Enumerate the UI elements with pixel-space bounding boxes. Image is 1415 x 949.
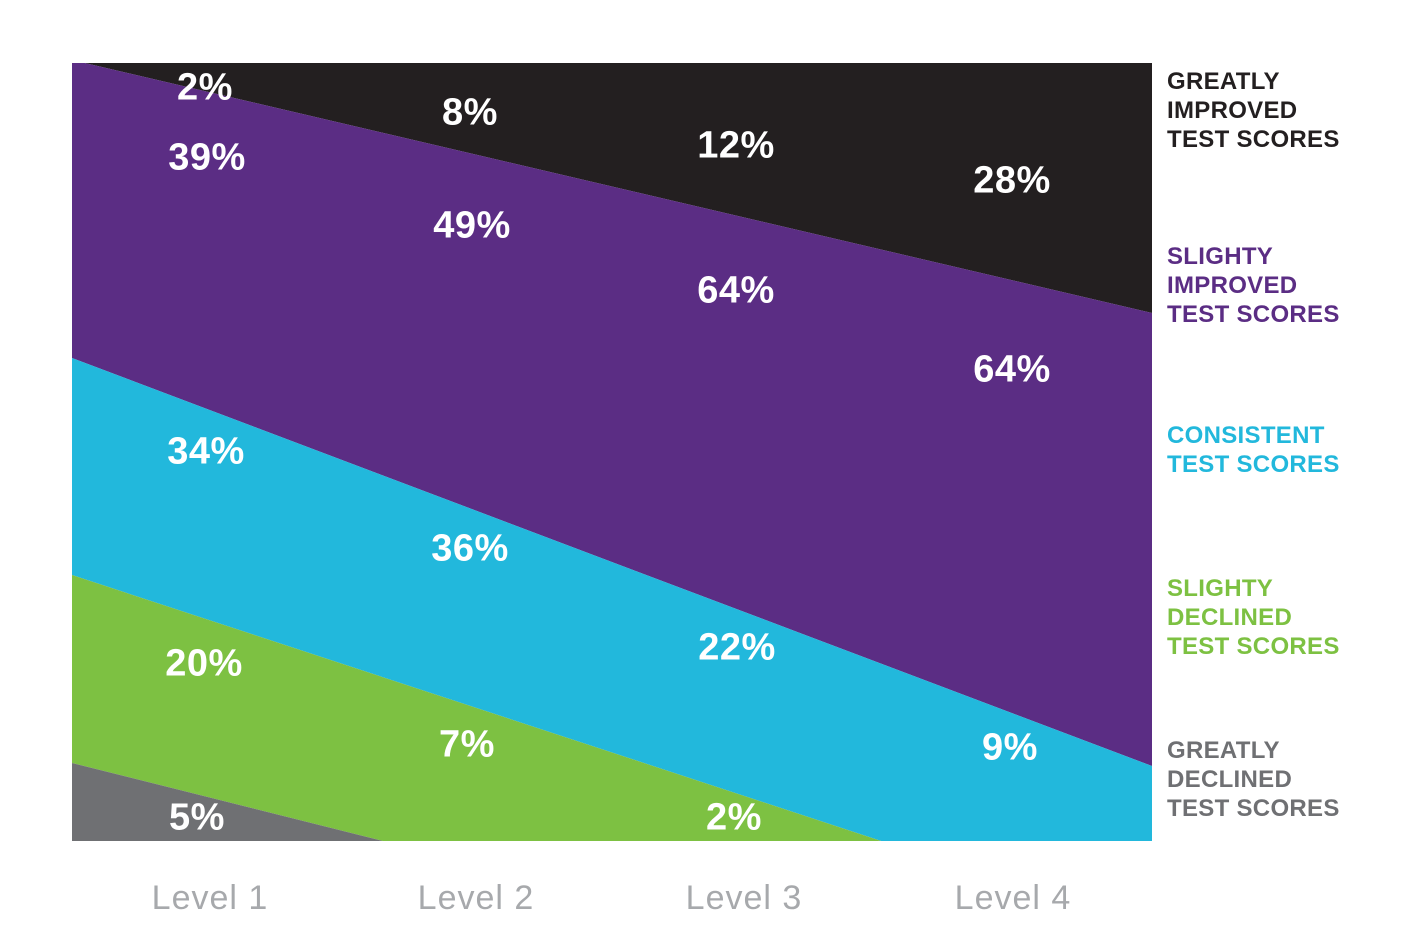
band-slighty-declined-test-scores xyxy=(72,575,882,841)
legend-item-greatly-improved-test-scores: GREATLY IMPROVED TEST SCORES xyxy=(1167,68,1340,153)
band-greatly-improved-test-scores xyxy=(72,63,1152,313)
band-greatly-declined-test-scores xyxy=(72,763,1152,841)
legend-item-slighty-improved-test-scores: SLIGHTY IMPROVED TEST SCORES xyxy=(1167,243,1340,328)
legend-item-greatly-declined-test-scores: GREATLY DECLINED TEST SCORES xyxy=(1167,737,1340,822)
band-slighty-improved-test-scores xyxy=(72,63,1152,766)
chart-bands xyxy=(72,63,1152,841)
axis-label-level-2: Level 2 xyxy=(417,879,535,917)
legend-item-slighty-declined-test-scores: SLIGHTY DECLINED TEST SCORES xyxy=(1167,575,1340,660)
band-consistent-test-scores xyxy=(72,358,1152,841)
axis-label-level-3: Level 3 xyxy=(685,879,803,917)
legend-item-consistent-test-scores: CONSISTENT TEST SCORES xyxy=(1167,422,1340,478)
axis-label-level-4: Level 4 xyxy=(954,879,1072,917)
axis-label-level-1: Level 1 xyxy=(151,879,269,917)
